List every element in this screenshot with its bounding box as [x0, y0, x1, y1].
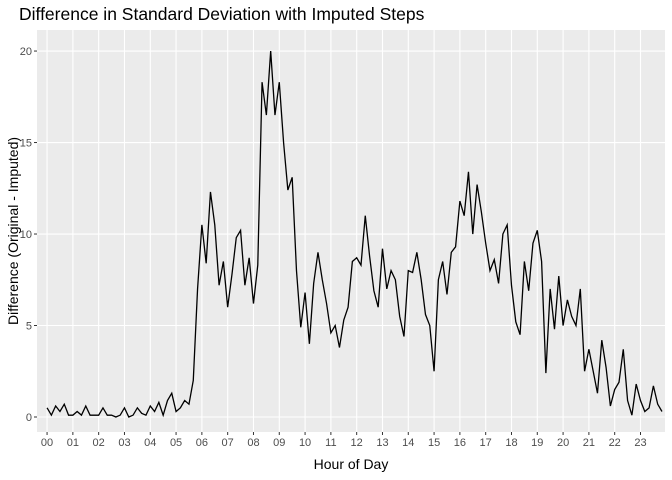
x-tick-label: 13 — [376, 437, 388, 449]
x-tick-label: 07 — [222, 437, 234, 449]
x-tick-label: 18 — [505, 437, 517, 449]
x-tick-label: 05 — [170, 437, 182, 449]
x-tick-label: 14 — [402, 437, 414, 449]
x-tick-label: 03 — [118, 437, 130, 449]
y-tick-label: 5 — [26, 321, 32, 333]
x-tick-label: 19 — [531, 437, 543, 449]
x-tick-label: 06 — [196, 437, 208, 449]
data-line — [46, 50, 663, 418]
x-tick-label: 02 — [93, 437, 105, 449]
chart-title: Difference in Standard Deviation with Im… — [19, 4, 425, 24]
panel — [37, 30, 665, 432]
x-tick-label: 01 — [67, 437, 79, 449]
x-axis-title: Hour of Day — [314, 456, 389, 472]
x-tick-label: 20 — [557, 437, 569, 449]
y-tick-label: 20 — [20, 46, 32, 58]
y-tick-label: 15 — [20, 138, 32, 150]
x-tick-label: 12 — [351, 437, 363, 449]
y-tick-label: 10 — [20, 229, 32, 241]
x-tick-label: 11 — [325, 437, 336, 449]
x-tick-label: 22 — [609, 437, 621, 449]
y-axis-title: Difference (Original - Imputed) — [5, 137, 21, 325]
x-tick-label: 17 — [480, 437, 492, 449]
x-tick-label: 08 — [247, 437, 259, 449]
x-tick-label: 09 — [273, 437, 285, 449]
x-tick-label: 15 — [428, 437, 440, 449]
x-tick-label: 04 — [144, 437, 156, 449]
x-tick-label: 00 — [41, 437, 53, 449]
x-tick-label: 16 — [454, 437, 466, 449]
x-tick-label: 23 — [634, 437, 646, 449]
y-tick-label: 0 — [26, 412, 32, 424]
x-tick-label: 21 — [583, 437, 595, 449]
x-tick-label: 10 — [299, 437, 311, 449]
